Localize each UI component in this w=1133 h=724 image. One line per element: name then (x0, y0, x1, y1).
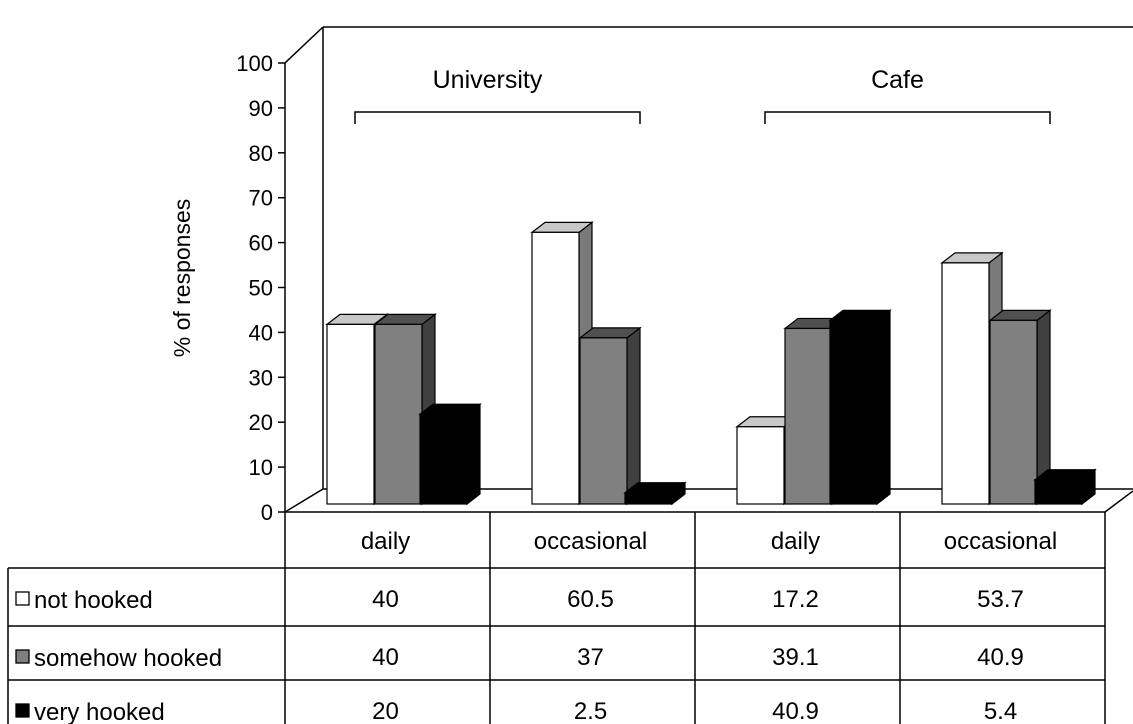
bar-front (579, 337, 628, 505)
bar (373, 313, 437, 506)
bar (988, 309, 1052, 506)
bar-front (941, 262, 990, 505)
bar (623, 481, 687, 506)
legend-label: very hooked (34, 699, 165, 724)
bar-side (626, 326, 641, 506)
data-label: 20 (372, 698, 399, 724)
data-label: 40 (372, 644, 399, 671)
y-tick-label: 20 (249, 410, 273, 435)
bar (828, 309, 892, 506)
group-label: University (433, 66, 543, 94)
category-label: daily (361, 528, 410, 555)
y-tick-label: 40 (249, 320, 273, 345)
bar-front (736, 426, 785, 505)
data-label: 40.9 (772, 698, 819, 724)
group-bracket (354, 111, 641, 124)
data-label: 5.4 (984, 698, 1017, 724)
y-tick-label: 70 (249, 186, 273, 211)
group-labels: University Cafe (354, 66, 1051, 124)
group-bracket (764, 111, 1051, 124)
legend-swatch (15, 591, 30, 606)
bar-front (784, 327, 833, 505)
y-tick-label: 10 (249, 455, 273, 480)
legend-swatch (15, 703, 30, 718)
bar-front (829, 319, 878, 505)
bar-side (876, 309, 891, 506)
legend-label: not hooked (34, 587, 153, 614)
y-tick-label: 60 (249, 231, 273, 256)
bar-front (531, 231, 580, 505)
data-label: 2.5 (574, 698, 607, 724)
data-label: 53.7 (977, 586, 1024, 613)
category-label: occasional (534, 528, 647, 555)
bars (325, 221, 1097, 506)
data-label: 40.9 (977, 644, 1024, 671)
y-axis-ticks: 0 10 20 30 40 50 60 70 80 90 100 (236, 51, 285, 525)
data-label: 60.5 (567, 586, 614, 613)
y-tick-label: 100 (236, 51, 273, 76)
category-label: occasional (944, 528, 1057, 555)
data-table: daily occasional daily occasional not hooked… (7, 512, 1106, 724)
legend-swatch (15, 649, 30, 664)
y-tick-label: 80 (249, 141, 273, 166)
data-label: 40 (372, 586, 399, 613)
y-tick-label: 30 (249, 365, 273, 390)
floor-right-edge (1104, 490, 1133, 513)
left-wall-edge (284, 26, 324, 512)
bar-side (466, 402, 481, 506)
data-label: 17.2 (772, 586, 819, 613)
bar-front (624, 492, 673, 505)
y-tick-label: 50 (249, 276, 273, 301)
data-label: 37 (577, 644, 604, 671)
bar (578, 326, 642, 506)
y-tick-label: 0 (261, 500, 273, 525)
bar (418, 402, 482, 506)
group-label: Cafe (871, 66, 924, 94)
bar (1033, 468, 1097, 506)
bar-front (326, 323, 375, 505)
bar-front (989, 319, 1038, 505)
bar-front (374, 323, 423, 505)
bar-front (1034, 479, 1083, 505)
data-label: 39.1 (772, 644, 819, 671)
category-label: daily (771, 528, 820, 555)
bar-front (419, 413, 468, 505)
y-axis-label: % of responses (169, 199, 195, 358)
legend-label: somehow hooked (34, 645, 222, 672)
y-tick-label: 90 (249, 96, 273, 121)
